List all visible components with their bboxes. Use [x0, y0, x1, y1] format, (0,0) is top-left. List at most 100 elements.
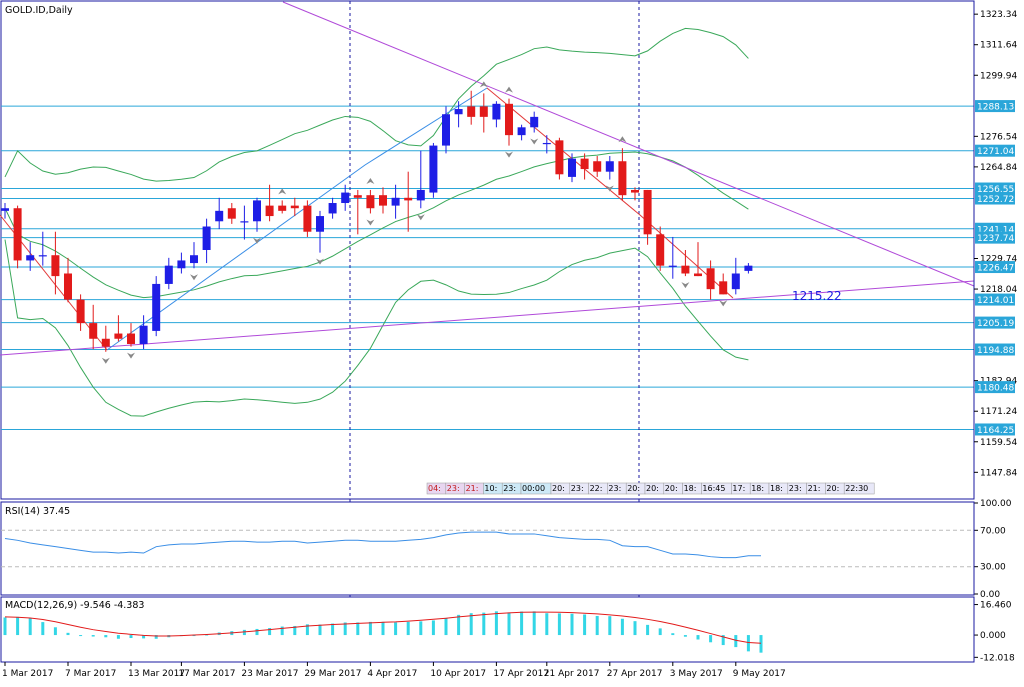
price-tick-label: 1171.24 [980, 407, 1017, 417]
candle-body [568, 158, 576, 177]
rsi-panel[interactable]: RSI(14) 37.45 [0, 501, 975, 596]
session-cell-label: 22: [590, 484, 603, 493]
session-cell-label: 23: [789, 484, 802, 493]
time-tick-label: 17 Mar 2017 [178, 669, 235, 679]
candle-body [101, 338, 110, 347]
session-cell-label: 20: [552, 484, 565, 493]
macd-histogram-bar [520, 611, 524, 636]
fractal-down-marker [101, 357, 110, 364]
time-tick-label: 29 Mar 2017 [304, 669, 361, 679]
macd-histogram-bar [406, 621, 410, 636]
fractal-down-marker [366, 219, 375, 226]
candle-body [227, 208, 236, 219]
candle-body [656, 234, 665, 266]
level-tag-label: 1194.88 [977, 346, 1014, 356]
candle-body [290, 205, 299, 209]
macd-panel[interactable]: MACD(12,26,9) -9.546 -4.383 [0, 596, 975, 663]
candle-body [13, 208, 22, 261]
macd-histogram-bar [104, 635, 108, 638]
time-tick-label: 27 Apr 2017 [607, 669, 663, 679]
candle-body [328, 203, 337, 214]
session-strip: 04: 23: 21: 10: 23: 00:00 20: 23: 22: 23: 20: 20: 20… [426, 482, 875, 495]
macd-histogram-bar [620, 618, 624, 636]
rsi-label: RSI(14) 37.45 [5, 506, 70, 517]
macd-histogram-bar [318, 624, 322, 636]
price-tick-label: 1299.94 [980, 71, 1017, 81]
level-tag [975, 343, 1015, 356]
session-cell-label: 23: [608, 484, 621, 493]
macd-panel-frame [0, 596, 975, 663]
candle-body [668, 265, 677, 267]
band-upper [4, 27, 749, 182]
candle-body [316, 216, 324, 232]
fractal-down-marker [253, 237, 261, 244]
macd-histogram-bar [129, 635, 133, 639]
level-tag [975, 182, 1015, 195]
candle-body [429, 145, 438, 193]
candle-body [64, 273, 72, 300]
level-tag-label: 1252.72 [977, 195, 1014, 205]
candle-body [517, 127, 526, 136]
candle-body [479, 106, 488, 117]
candle-body [202, 226, 211, 250]
time-tick-label: 17 Apr 2017 [493, 669, 549, 679]
candle-body [1, 208, 9, 211]
session-cell-label: 17: [732, 484, 745, 493]
candle-body [416, 189, 425, 201]
price-tick-label: 1218.04 [980, 285, 1017, 295]
time-tick-label: 23 Mar 2017 [241, 669, 298, 679]
fractal-down-marker [681, 282, 690, 289]
level-tag [975, 381, 1015, 394]
fractal-up-marker [479, 81, 488, 88]
candle-body [379, 195, 387, 206]
macd-histogram-bar [557, 613, 561, 636]
candle-body [467, 106, 476, 117]
period-separators [349, 1, 640, 662]
level-tag-label: 1180.48 [977, 384, 1014, 394]
session-cell-label: 20: [826, 484, 839, 493]
macd-histogram-bar [469, 613, 473, 636]
price-panel-frame [0, 0, 975, 500]
macd-histogram-bar [356, 622, 360, 636]
candle-body [643, 189, 652, 235]
candles [1, 90, 753, 352]
candle-body [706, 268, 715, 290]
fractal-down-marker [316, 258, 324, 265]
time-tick-label: 21 Apr 2017 [544, 669, 600, 679]
candle-body [190, 255, 198, 264]
macd-histogram-bar [419, 621, 423, 636]
candle-body [631, 189, 639, 193]
fractal-up-marker [505, 86, 513, 93]
macd-tick-label: -12.018 [980, 653, 1015, 663]
macd-histogram-bar [242, 629, 246, 636]
candle-body [454, 109, 463, 115]
fractal-up-marker [278, 188, 287, 195]
level-tag-label: 1205.19 [977, 319, 1014, 329]
candle-body [303, 205, 312, 232]
price-panel[interactable]: GOLD.ID,Daily 1215.22 04: 23: 21: 10: 23: 00:… [0, 0, 975, 662]
time-tick-label: 4 Apr 2017 [367, 669, 417, 679]
candle-body [240, 221, 249, 223]
session-cell-label: 18: [770, 484, 783, 493]
level-tag [975, 231, 1015, 244]
time-tick-label: 10 Apr 2017 [430, 669, 486, 679]
session-cell-label: 20: [627, 484, 640, 493]
macd-histogram-bar [683, 635, 687, 637]
macd-histogram-bar [709, 635, 713, 643]
macd-histogram-bar [331, 623, 335, 636]
macd-histogram-bar [696, 635, 700, 640]
fractal-down-marker [416, 214, 425, 221]
macd-histogram-bar [658, 628, 662, 636]
session-cell-label: 21: [466, 484, 479, 493]
fractal-down-marker [605, 185, 614, 192]
macd-histogram-bar [457, 614, 461, 636]
candle-body [152, 283, 161, 331]
level-tag [975, 192, 1015, 205]
level-tag [975, 144, 1015, 157]
candle-body [580, 158, 589, 170]
candle-body [391, 197, 400, 206]
price-axis: 1323.34 1311.64 1299.94 1276.54 1264.84 1229.… [973, 1, 1017, 663]
session-cell-label: 23: [447, 484, 460, 493]
macd-histogram-bar [3, 617, 7, 636]
